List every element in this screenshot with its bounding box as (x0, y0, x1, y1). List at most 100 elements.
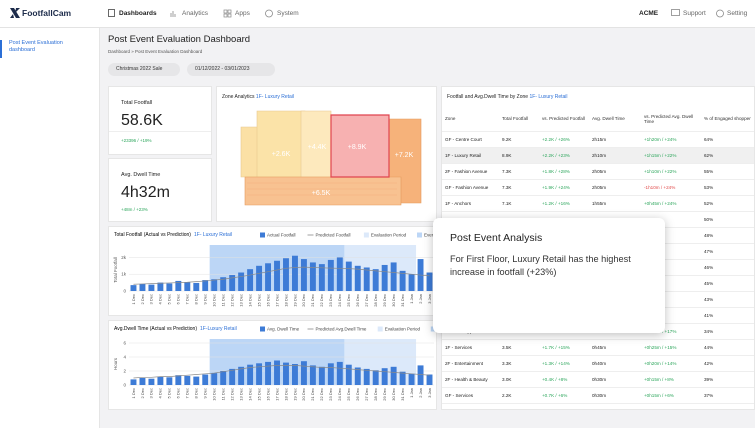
bar (408, 274, 415, 291)
nav-right-icons (671, 9, 724, 18)
tooltip-text: For First Floor, Luxury Retail has the h… (450, 254, 631, 277)
x-tick-label: 14 Dec (247, 388, 252, 401)
x-tick-label: 16 Dec (265, 294, 270, 307)
nav-item[interactable]: System (277, 10, 299, 17)
legend-swatch (363, 232, 369, 238)
predicted-line (133, 266, 430, 285)
bar (193, 282, 200, 291)
x-tick-label: 4 Dec (158, 388, 163, 398)
bar (336, 257, 343, 291)
y-tick-label: 0 (123, 289, 126, 294)
x-tick-label: 3 Dec (149, 388, 154, 398)
tooltip-title: Post Event Analysis (450, 232, 543, 244)
nav-item[interactable]: Apps (235, 10, 250, 17)
zone-label: +2.6K (272, 151, 291, 158)
kpi-value: 4h32m (121, 184, 170, 201)
bar (184, 375, 191, 385)
zone-label: +8.9K (348, 144, 367, 151)
account[interactable]: ACME (639, 10, 659, 17)
bar (229, 275, 236, 291)
bar (327, 259, 334, 291)
column-header: Zone (442, 107, 499, 132)
table-cell: 42% (701, 355, 754, 372)
chart-card: Total Footfall (Actual vs Prediction) 1F-… (108, 226, 450, 316)
bar (408, 373, 415, 385)
table-cell: 1h55m (589, 195, 641, 212)
table-cell: 50% (701, 211, 754, 228)
legend-label: Evaluation Period (371, 233, 407, 238)
event-filter-text: Christmas 2022 Sale (116, 66, 163, 72)
table-cell: 55% (701, 163, 754, 180)
event-filter[interactable]: Christmas 2022 Sale (108, 63, 180, 76)
zone-label: +4.4K (308, 144, 327, 151)
bar (390, 366, 397, 385)
bar (399, 371, 406, 385)
bar (417, 365, 424, 385)
bar (166, 283, 173, 291)
x-tick-label: 6 Dec (176, 388, 181, 398)
x-tick-label: 7 Dec (185, 294, 190, 304)
chart-title: Total Footfall (Actual vs Prediction) 1F-… (114, 232, 232, 238)
table-cell: 41% (701, 307, 754, 324)
page-title: Post Event Evaluation Dashboard (108, 34, 251, 45)
table-cell: 1F - Anchors (442, 195, 499, 212)
table-cell: +0h25m / +15% (641, 339, 701, 356)
x-tick-label: 23 Dec (328, 294, 333, 307)
bar (372, 269, 379, 291)
x-tick-label: 14 Dec (247, 294, 252, 307)
table-row: 1F - Luxury Retail 8.9K +2.2K / +23% 2h10m +… (442, 147, 754, 164)
bar (372, 370, 379, 385)
table-cell: +1h15m / +22% (641, 147, 701, 164)
x-tick-label: 31 Dec (400, 294, 405, 307)
bar (300, 361, 307, 385)
bar (175, 375, 182, 385)
x-tick-label: 9 Dec (203, 388, 208, 398)
table-cell: +2.2K / +23% (539, 147, 589, 164)
table-cell: 47% (701, 243, 754, 260)
x-tick-label: 3 Jan (427, 388, 432, 398)
kpi-label: Avg. Dwell Time (121, 172, 161, 178)
bar (175, 280, 182, 291)
x-tick-label: 5 Dec (167, 294, 172, 304)
kpi-change: +23396 / +19% (121, 138, 152, 143)
x-tick-label: 13 Dec (238, 388, 243, 401)
x-tick-label: 16 Dec (265, 388, 270, 401)
setting-link[interactable]: Setting (727, 10, 748, 17)
table-cell: 64% (701, 131, 754, 148)
support-link[interactable]: Support (683, 10, 706, 17)
table-row: GF - Fashion Avenue 7.3K +1.9K / +24% 2h05m… (442, 179, 754, 196)
table-cell: 0h45m (589, 339, 641, 356)
x-tick-label: 29 Dec (382, 294, 387, 307)
x-tick-label: 26 Dec (355, 294, 360, 307)
bar (354, 367, 361, 385)
bar (345, 261, 352, 291)
table-cell: +1.9K / +24% (539, 179, 589, 196)
x-tick-label: 8 Dec (194, 294, 199, 304)
x-tick-label: 17 Dec (274, 388, 279, 401)
table-row: 1F - Services 3.5K +1.7K / +15% 0h45m +0h25m… (442, 339, 754, 356)
date-filter[interactable]: 01/12/2022 - 03/01/2023 (187, 63, 275, 76)
x-tick-label: 3 Dec (149, 294, 154, 304)
zone-label: +6.5K (312, 190, 331, 197)
table-title-text: Footfall and Avg.Dwell Time by Zone (447, 94, 529, 100)
table-cell: 44% (701, 339, 754, 356)
table-cell: +1h20m / +24% (641, 131, 701, 148)
table-cell: +1.7K / +15% (539, 339, 589, 356)
table-cell: 7.3K (499, 179, 539, 196)
nav-item[interactable]: Dashboards (119, 10, 157, 17)
nav-item[interactable]: Analytics (182, 10, 209, 17)
x-tick-label: 22 Dec (319, 294, 324, 307)
legend-label: Predicted Footfall (316, 233, 351, 238)
table-cell: +1.3K / +14% (539, 355, 589, 372)
legend-label: Predicted Avg.Dwell Time (316, 327, 367, 332)
sidebar-item[interactable]: Post Event Evaluation dashboard (9, 40, 63, 53)
table-cell: 2F - Fashion Avenue (442, 163, 499, 180)
predicted-line (133, 365, 430, 379)
x-tick-label: 8 Dec (194, 388, 199, 398)
x-tick-label: 6 Dec (176, 294, 181, 304)
x-tick-label: 19 Dec (292, 388, 297, 401)
x-tick-label: 1 Dec (131, 294, 136, 304)
table-cell: 0h40m (589, 355, 641, 372)
bar (283, 258, 289, 291)
